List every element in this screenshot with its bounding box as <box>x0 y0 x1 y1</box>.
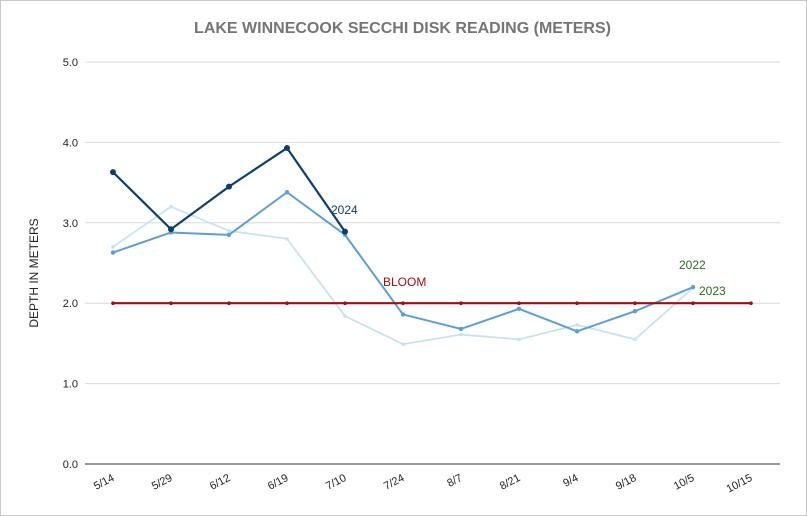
data-point-2024 <box>226 183 232 190</box>
annotation-2023: 2023 <box>699 284 726 298</box>
y-tick-label: 0.0 <box>63 459 78 471</box>
data-point-2023 <box>633 337 637 342</box>
y-tick-label: 4.0 <box>63 137 78 149</box>
data-point-bloom <box>401 301 405 306</box>
data-point-2022 <box>632 309 638 314</box>
data-point-2024 <box>342 228 348 235</box>
series-line-2022 <box>112 191 694 333</box>
x-tick-label: 8/21 <box>498 472 523 493</box>
data-point-bloom <box>459 301 463 306</box>
y-axis-label: DEPTH IN METERS <box>27 218 41 327</box>
data-point-2023 <box>517 337 521 342</box>
x-tick-label: 7/24 <box>382 472 407 493</box>
data-point-2023 <box>401 342 405 347</box>
data-point-2023 <box>111 245 115 249</box>
annotation-2022: 2022 <box>679 258 706 272</box>
x-tick-label: 9/4 <box>561 472 580 490</box>
data-point-2022 <box>400 312 406 317</box>
data-point-2022 <box>516 306 522 312</box>
data-point-2022 <box>458 326 464 332</box>
data-point-2023 <box>169 204 173 209</box>
data-point-bloom <box>285 301 289 306</box>
x-tick-label: 8/7 <box>445 472 464 490</box>
data-point-bloom <box>227 301 231 306</box>
data-point-2023 <box>285 237 289 241</box>
series-line-2024 <box>112 146 346 233</box>
annotation-2024: 2024 <box>331 203 358 217</box>
data-point-2023 <box>459 332 463 337</box>
data-point-bloom <box>517 301 521 306</box>
x-tick-label: 7/10 <box>324 472 349 493</box>
data-point-bloom <box>343 301 347 306</box>
data-point-2023 <box>227 229 231 233</box>
x-tick-label: 5/29 <box>150 472 175 493</box>
data-point-bloom <box>575 301 579 306</box>
x-tick-label: 10/5 <box>672 472 697 493</box>
data-point-2023 <box>575 323 579 327</box>
data-point-2023 <box>343 314 347 318</box>
gridlines <box>85 61 780 465</box>
data-point-2022 <box>226 232 232 238</box>
data-point-bloom <box>169 301 173 306</box>
series-lines <box>110 145 753 347</box>
y-tick-label: 5.0 <box>63 57 78 69</box>
data-point-bloom <box>111 301 115 306</box>
annotation-bloom: BLOOM <box>383 275 426 289</box>
data-annotations: 2024 BLOOM 2022 2023 <box>331 203 726 298</box>
chart-title: LAKE WINNECOOK SECCHI DISK READING (METE… <box>194 20 611 37</box>
data-point-2024 <box>110 169 116 176</box>
data-point-bloom <box>691 301 695 306</box>
x-tick-label: 10/15 <box>724 472 754 496</box>
y-tick-label: 2.0 <box>63 298 78 310</box>
x-tick-label: 5/14 <box>92 472 117 493</box>
x-tick-label: 6/19 <box>266 472 291 493</box>
data-point-2024 <box>284 145 290 152</box>
data-point-2024 <box>168 226 174 233</box>
data-point-2022 <box>284 190 290 195</box>
x-tick-label: 6/12 <box>208 472 233 493</box>
data-point-bloom <box>749 301 753 306</box>
data-point-2022 <box>574 329 580 334</box>
y-tick-label: 3.0 <box>63 218 78 230</box>
y-tick-label: 1.0 <box>63 379 78 391</box>
data-point-2022 <box>690 284 696 290</box>
x-tick-label: 9/18 <box>614 472 639 493</box>
data-point-2022 <box>110 250 116 255</box>
data-point-bloom <box>633 301 637 306</box>
